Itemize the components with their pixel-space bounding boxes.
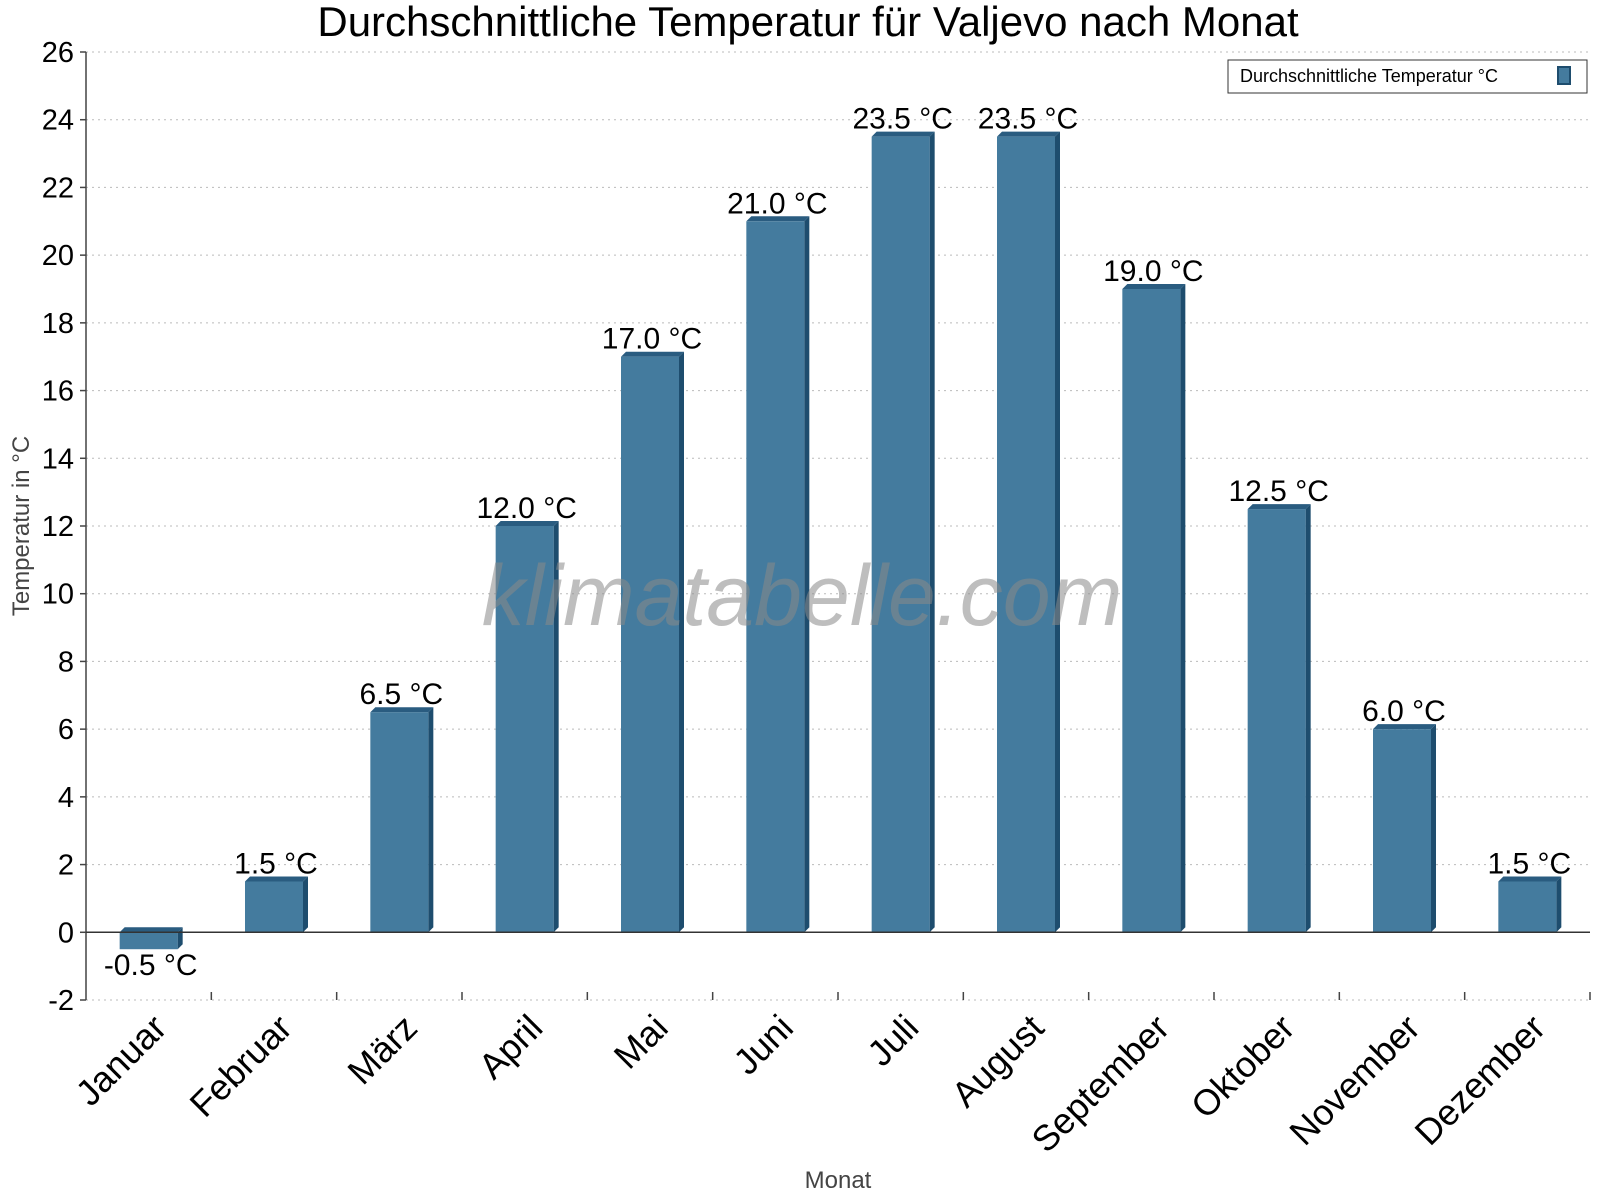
bar	[1247, 509, 1306, 933]
bar-top	[997, 131, 1060, 137]
bar-top	[1122, 284, 1186, 289]
bars	[119, 131, 1562, 950]
data-label: 23.5 °C	[852, 103, 952, 136]
x-tick-label: August	[943, 1007, 1051, 1115]
data-label: 23.5 °C	[978, 103, 1078, 136]
y-tick-label: 16	[42, 376, 74, 408]
bar-side	[1431, 724, 1436, 933]
bar-top	[1247, 504, 1311, 510]
data-label: 1.5 °C	[1487, 848, 1571, 881]
bar	[245, 881, 303, 933]
y-tick-label: 2	[58, 850, 74, 882]
bar-side	[428, 707, 434, 933]
y-tick-label: 4	[58, 782, 74, 814]
y-tick-label: 20	[42, 240, 74, 272]
x-tick-label: Oktober	[1183, 1007, 1303, 1127]
bar-side	[1305, 504, 1311, 933]
bar	[495, 526, 554, 933]
y-tick-label: 0	[58, 917, 74, 949]
y-tick-label: 18	[42, 308, 74, 340]
x-tick-label: Juni	[725, 1007, 801, 1083]
y-axis-title: Temperatur in °C	[8, 436, 35, 616]
bar-top	[871, 131, 935, 137]
bar-side	[1055, 131, 1060, 933]
x-tick-label: Januar	[67, 1007, 174, 1114]
x-tick-labels: Januar Februar März April Mai Juni Juli AugustS…	[67, 992, 1591, 1161]
data-label: -0.5 °C	[104, 949, 198, 982]
legend: Durchschnittliche Temperatur °C	[1227, 59, 1588, 94]
x-tick-label: Februar	[182, 1007, 300, 1125]
y-tick-label: 8	[58, 646, 74, 678]
legend-label: Durchschnittliche Temperatur °C	[1240, 66, 1498, 86]
y-tick-label: 10	[42, 579, 74, 611]
x-tick-label: Dezember	[1407, 1007, 1553, 1153]
data-label: 17.0 °C	[602, 323, 702, 356]
bar-top	[621, 351, 684, 357]
x-tick-label: September	[1023, 1007, 1177, 1161]
bar	[119, 932, 178, 950]
bar-side	[1556, 876, 1562, 933]
bar	[871, 136, 930, 933]
x-tick-label: Mai	[606, 1007, 676, 1077]
y-tick-label: 24	[42, 105, 74, 137]
y-tick-label: 22	[42, 172, 74, 204]
watermark-text: klimatabelle.com	[482, 548, 1122, 644]
bar-side	[1180, 284, 1186, 933]
y-tick-label: -2	[48, 985, 74, 1017]
bar-side	[553, 521, 559, 933]
legend-swatch	[1557, 66, 1571, 85]
bar	[1498, 881, 1557, 933]
x-tick-label: April	[470, 1007, 550, 1087]
bar	[370, 712, 429, 933]
bar-top	[495, 521, 559, 526]
bar	[621, 356, 679, 933]
data-labels: -0.5 °C 1.5 °C 6.5 °C 12.0 °C 17.0 °C 21.0 °C…	[104, 103, 1571, 983]
data-label: 12.0 °C	[476, 492, 576, 525]
data-label: 12.5 °C	[1228, 475, 1328, 508]
y-tick-label: 14	[42, 443, 74, 475]
bar-side	[804, 216, 810, 933]
legend-box	[1227, 59, 1588, 94]
x-tick-label: März	[339, 1007, 425, 1093]
x-tick-label: Juli	[859, 1007, 926, 1074]
bar	[1122, 289, 1181, 933]
data-label: 6.0 °C	[1362, 695, 1446, 728]
y-tick-label: 12	[42, 511, 74, 543]
data-label: 19.0 °C	[1103, 255, 1203, 288]
data-label: 1.5 °C	[234, 848, 318, 881]
bar-side	[929, 131, 935, 933]
bar-top	[746, 216, 810, 222]
bar-top	[1498, 876, 1562, 882]
bar-side	[303, 876, 308, 933]
bar-top	[1373, 724, 1436, 730]
bar-top	[119, 927, 183, 933]
bar	[997, 136, 1055, 933]
bar-top	[370, 707, 434, 713]
data-label: 21.0 °C	[727, 187, 827, 220]
bar-top	[245, 876, 308, 882]
y-tick-label: 26	[42, 37, 74, 69]
y-tick-label: 6	[58, 714, 74, 746]
bar	[746, 221, 805, 933]
bar	[1373, 729, 1431, 933]
data-label: 6.5 °C	[359, 678, 443, 711]
bar-side	[679, 351, 684, 933]
chart-title: Durchschnittliche Temperatur für Valjevo…	[317, 0, 1299, 45]
x-tick-label: November	[1281, 1007, 1427, 1153]
x-axis-title: Monat	[805, 1167, 872, 1194]
